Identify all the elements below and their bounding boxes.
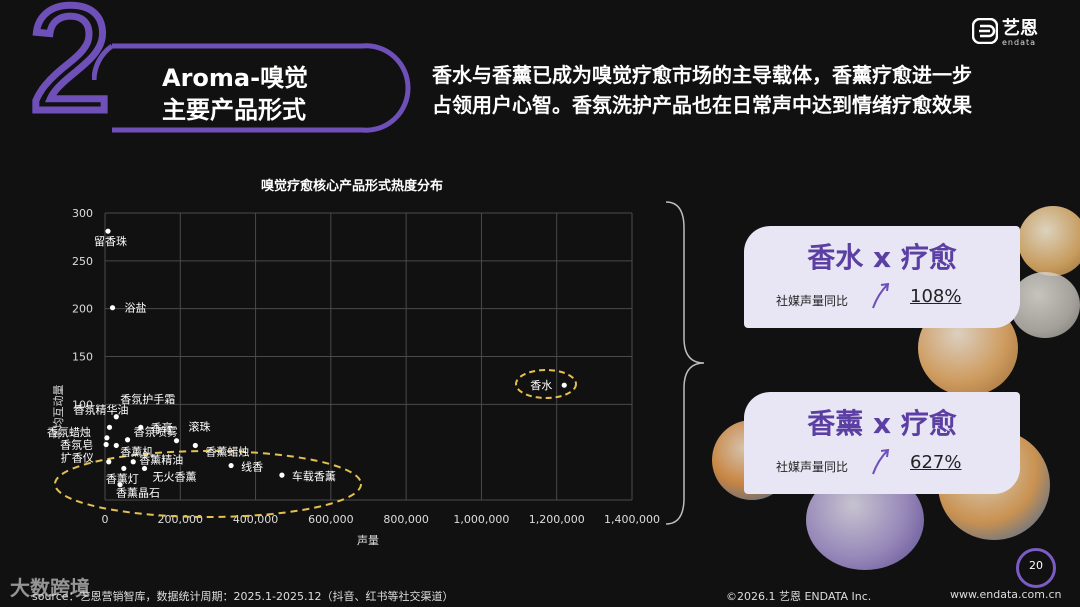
data-point-label: 香薰机 <box>120 444 153 458</box>
trend-up-icon <box>872 282 890 309</box>
data-point <box>106 459 112 465</box>
decor-bubble <box>1018 206 1080 276</box>
data-point <box>113 442 119 449</box>
logo-en: endata <box>1002 38 1037 47</box>
decor-bubble <box>1010 272 1080 338</box>
chart-ylabel: 平均互动量 <box>52 385 65 440</box>
highlight-ellipse-perfume <box>515 369 577 399</box>
x-tick-label: 600,000 <box>308 513 354 526</box>
card-title: 香薰 x 疗愈 <box>807 407 957 440</box>
title-frame <box>92 43 411 133</box>
section-title-line2: 主要产品形式 <box>162 96 306 124</box>
headline-line1: 香水与香薰已成为嗅觉疗愈市场的主导载体，香薰疗愈进一步 <box>432 63 972 87</box>
data-point <box>141 465 148 472</box>
section-title: Aroma-嗅觉 主要产品形式 <box>162 62 308 126</box>
x-tick-label: 1,200,000 <box>529 513 585 526</box>
data-point-label: 香膏 <box>151 420 173 434</box>
section-title-line1: Aroma-嗅觉 <box>162 64 309 92</box>
data-point-label: 留香珠 <box>94 234 127 248</box>
x-tick-label: 1,000,000 <box>453 513 509 526</box>
data-point-label: 香氛蜡烛 <box>47 426 91 439</box>
data-point-label: 浴盐 <box>125 302 147 315</box>
card-label: 社媒声量同比 <box>776 460 849 474</box>
y-tick-label: 300 <box>72 207 93 220</box>
chart-grid <box>104 212 633 501</box>
data-point-label: 香薰蜡烛 <box>205 444 249 458</box>
data-point-label: 无火香薰 <box>153 469 197 483</box>
data-point <box>109 305 116 311</box>
card-value: 108% <box>910 286 962 307</box>
data-point <box>279 472 285 478</box>
footer-copyright: ©2026.1 艺恩 ENDATA Inc. <box>726 590 872 603</box>
data-point-label: 香水 <box>530 379 552 392</box>
data-point <box>192 442 198 449</box>
data-point <box>106 424 113 430</box>
y-tick-label: 200 <box>72 303 93 316</box>
data-point-label: 香氛皂 <box>60 438 93 452</box>
data-point <box>561 382 567 388</box>
headline: 香水与香薰已成为嗅觉疗愈市场的主导载体，香薰疗愈进一步 占领用户心智。香氛洗护产… <box>432 60 1052 120</box>
highlight-ellipse-cluster <box>54 450 362 518</box>
x-tick-label: 800,000 <box>383 513 429 526</box>
data-point <box>113 414 119 420</box>
data-point-label: 线香 <box>241 460 263 474</box>
card-title: 香水 x 疗愈 <box>807 241 957 274</box>
footer-source: source：艺恩营销智库，数据统计周期：2025.1-2025.12（抖音、红… <box>32 590 454 603</box>
data-point <box>103 441 109 448</box>
logo-cn: 艺恩 <box>1002 18 1038 39</box>
data-point-label: 香氛精华油 <box>74 402 129 416</box>
x-tick-label: 1,400,000 <box>604 513 660 526</box>
data-point <box>121 465 127 472</box>
trend-up-icon <box>872 448 890 475</box>
y-tick-label: 250 <box>72 255 93 268</box>
data-point-label: 扩香仪 <box>61 451 94 465</box>
bracket-divider <box>665 201 705 525</box>
data-point <box>228 462 234 469</box>
data-point <box>104 435 110 441</box>
footer-url: www.endata.com.cn <box>950 588 1062 601</box>
data-point-label: 滚珠 <box>189 420 211 434</box>
data-point <box>138 424 144 430</box>
watermark-text: 大数跨境 <box>10 576 90 600</box>
y-tick-label: 100 <box>72 398 93 411</box>
data-point <box>130 459 136 465</box>
y-tick-label: 150 <box>72 351 93 364</box>
data-point-label: 香氛护手霜 <box>120 392 175 406</box>
x-tick-label: 200,000 <box>158 513 204 526</box>
data-point <box>117 482 123 488</box>
data-point <box>173 438 180 444</box>
data-point-label: 香薰晶石 <box>116 486 160 500</box>
page-number: 20 <box>1029 559 1043 572</box>
chart-xlabel: 声量 <box>357 533 379 547</box>
data-point <box>124 437 131 443</box>
data-point <box>105 228 111 234</box>
chart-title: 嗅觉疗愈核心产品形式热度分布 <box>261 178 443 194</box>
data-point-label: 香薰灯 <box>106 471 139 485</box>
data-point-label: 香氛喷雾 <box>134 426 178 439</box>
endata-logo-icon <box>972 18 998 44</box>
aroma-kpi-card: 香薰 x 疗愈 社媒声量同比 627% <box>744 392 1020 494</box>
data-point-label: 香薰精油 <box>139 453 183 467</box>
x-tick-label: 0 <box>102 513 109 526</box>
headline-line2: 占领用户心智。香氛洗护产品也在日常声中达到情绪疗愈效果 <box>432 93 972 117</box>
card-label: 社媒声量同比 <box>776 294 849 308</box>
page-number-ring <box>1016 548 1056 588</box>
card-value: 627% <box>910 452 962 473</box>
chart-ticks: 0 200,000 400,000 600,000 800,000 1,000,000 1,… <box>72 207 660 526</box>
perfume-kpi-card: 香水 x 疗愈 社媒声量同比 108% <box>744 226 1020 328</box>
data-point-label: 车载香薰 <box>292 469 336 483</box>
logo: 艺恩 endata <box>972 12 1062 52</box>
scatter-chart: 0 200,000 400,000 600,000 800,000 1,000,000 1,… <box>47 178 660 547</box>
